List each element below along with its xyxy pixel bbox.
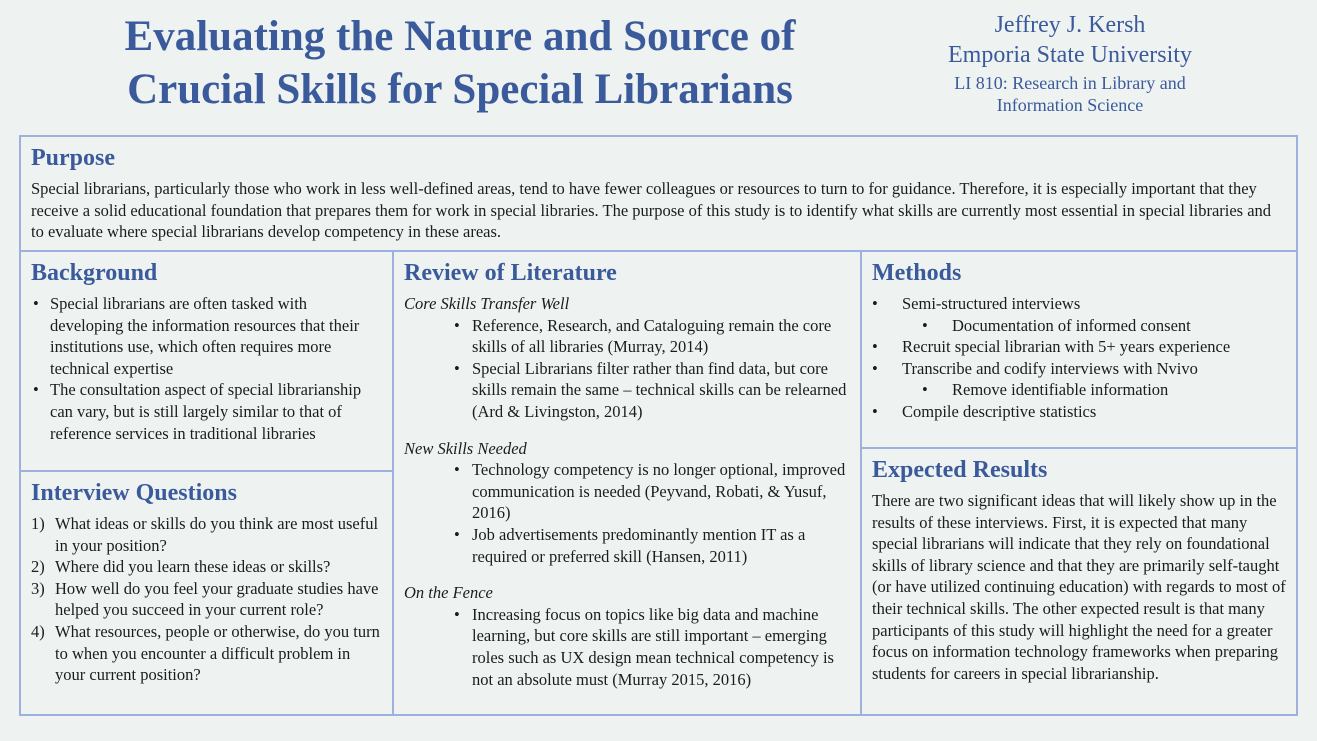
question-text: What ideas or skills do you think are mo… [55, 514, 379, 555]
expected-results-section: Expected Results There are two significa… [860, 447, 1298, 716]
background-list: Special librarians are often tasked with… [31, 293, 382, 444]
literature-review-section: Review of Literature Core Skills Transfe… [392, 250, 862, 716]
literature-item: Reference, Research, and Cataloguing rem… [454, 315, 850, 358]
author-block: Jeffrey J. Kersh Emporia State Universit… [920, 10, 1220, 116]
question-item: 4) What resources, people or otherwise, d… [31, 621, 382, 686]
literature-item: Job advertisements predominantly mention… [454, 524, 850, 567]
literature-group-title: On the Fence [404, 583, 493, 603]
literature-list: Increasing focus on topics like big data… [454, 604, 850, 690]
literature-group: New Skills Needed Technology competency … [404, 438, 850, 568]
literature-heading: Review of Literature [404, 260, 617, 286]
method-subitem: Remove identifiable information [872, 379, 1286, 401]
course-line-1: LI 810: Research in Library and [954, 73, 1186, 93]
literature-group: Core Skills Transfer Well Reference, Res… [404, 293, 850, 423]
title-line-2: Crucial Skills for Special Librarians [127, 66, 793, 113]
purpose-text: Special librarians, particularly those w… [31, 179, 1272, 242]
question-item: 1) What ideas or skills do you think are … [31, 513, 382, 556]
method-item: Semi-structured interviews [872, 293, 1286, 315]
literature-item: Technology competency is no longer optio… [454, 459, 850, 524]
question-item: 3) How well do you feel your graduate stu… [31, 578, 382, 621]
literature-group-title: Core Skills Transfer Well [404, 294, 570, 313]
literature-group: On the Fence Increasing focus on topics … [404, 582, 850, 690]
university-name: Emporia State University [948, 42, 1192, 68]
background-item: Special librarians are often tasked with… [31, 293, 382, 379]
method-item: Transcribe and codify interviews with Nv… [872, 358, 1286, 380]
literature-group-title: New Skills Needed [404, 438, 527, 458]
literature-list: Technology competency is no longer optio… [454, 459, 850, 567]
question-number: 1) [31, 514, 45, 533]
literature-item: Special Librarians filter rather than fi… [454, 358, 850, 423]
literature-item: Increasing focus on topics like big data… [454, 604, 850, 690]
method-item: Compile descriptive statistics [872, 401, 1286, 423]
purpose-heading: Purpose [31, 145, 115, 171]
method-subitem: Documentation of informed consent [872, 315, 1286, 337]
question-number: 4) [31, 621, 45, 641]
purpose-section: Purpose Special librarians, particularly… [19, 135, 1298, 252]
question-number: 2) [31, 557, 45, 577]
background-item: The consultation aspect of special libra… [31, 379, 382, 444]
background-heading: Background [31, 260, 158, 286]
question-text: How well do you feel your graduate studi… [55, 578, 379, 620]
course-line-2: Information Science [996, 95, 1144, 115]
literature-list: Reference, Research, and Cataloguing rem… [454, 315, 850, 423]
poster-title: Evaluating the Nature and Source of Cruc… [40, 10, 880, 116]
question-text: What resources, people or otherwise, do … [55, 621, 380, 685]
title-line-1: Evaluating the Nature and Source of [124, 13, 796, 60]
question-item: 2) Where did you learn these ideas or ski… [31, 556, 382, 578]
question-text: Where did you learn these ideas or skill… [55, 557, 331, 577]
methods-list: Semi-structured interviews Documentation… [872, 293, 1286, 423]
methods-section: Methods Semi-structured interviews Docum… [860, 250, 1298, 449]
course-name: LI 810: Research in Library and Informat… [920, 72, 1220, 116]
background-section: Background Special librarians are often … [19, 250, 394, 472]
methods-heading: Methods [872, 260, 962, 286]
question-number: 3) [31, 578, 45, 598]
question-list: 1) What ideas or skills do you think are … [31, 513, 382, 686]
interview-questions-heading: Interview Questions [31, 480, 237, 506]
interview-questions-section: Interview Questions 1) What ideas or skil… [19, 470, 394, 716]
author-name: Jeffrey J. Kersh [994, 12, 1146, 38]
method-item: Recruit special librarian with 5+ years … [872, 336, 1286, 358]
expected-results-heading: Expected Results [872, 457, 1048, 483]
expected-results-text: There are two significant ideas that wil… [872, 491, 1286, 683]
